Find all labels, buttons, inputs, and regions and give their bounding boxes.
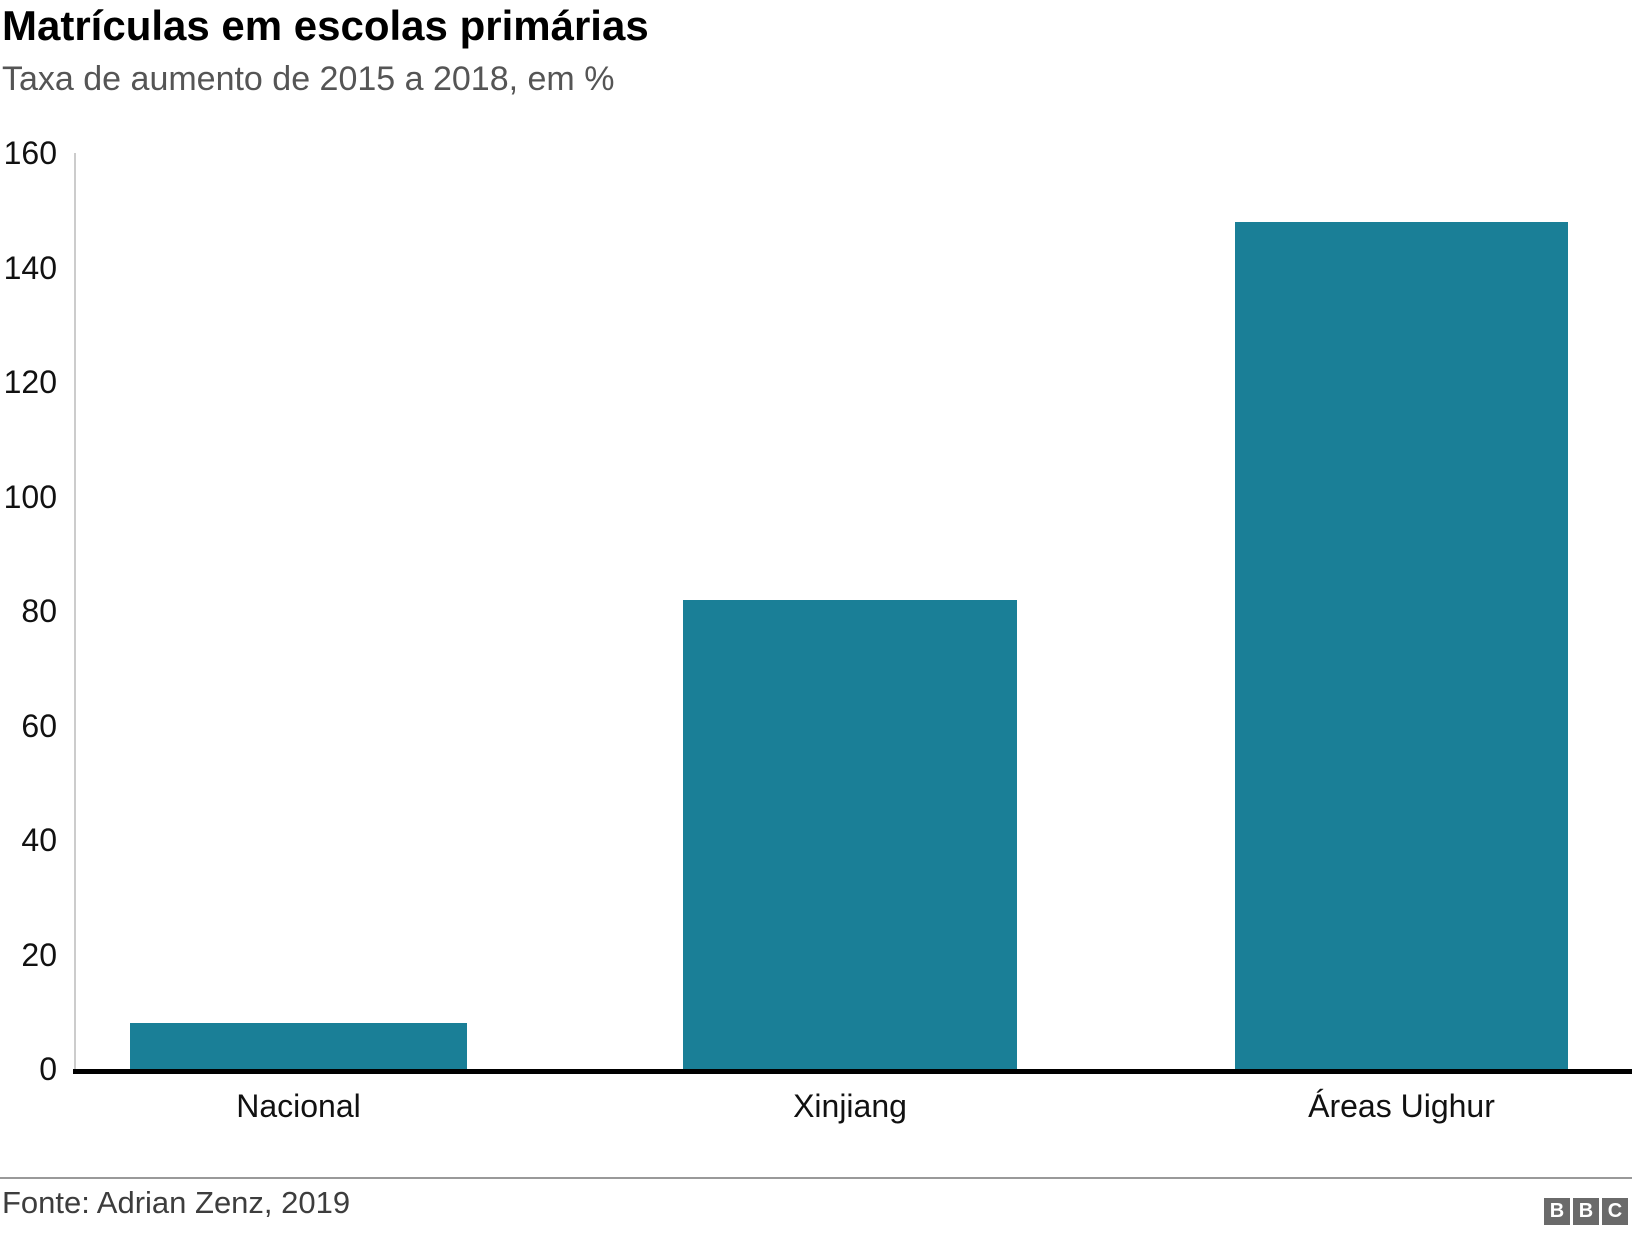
x-tick-label-nacional: Nacional bbox=[236, 1088, 361, 1124]
bbc-logo-block: C bbox=[1602, 1198, 1628, 1225]
x-axis-line bbox=[73, 1069, 1632, 1074]
y-tick-label-80: 80 bbox=[21, 593, 57, 629]
y-tick-label-60: 60 bbox=[21, 707, 57, 744]
y-tick-label-120: 120 bbox=[3, 364, 57, 400]
y-tick-label-40: 40 bbox=[21, 822, 57, 858]
plot-area bbox=[75, 153, 1632, 1069]
chart-subtitle: Taxa de aumento de 2015 a 2018, em % bbox=[2, 60, 615, 98]
y-tick-label-160: 160 bbox=[3, 135, 57, 171]
bar-áreas-uighur bbox=[1235, 222, 1568, 1069]
y-tick-label-20: 20 bbox=[21, 936, 57, 973]
x-tick-label-áreas-uighur: Áreas Uighur bbox=[1308, 1088, 1495, 1124]
y-axis-line bbox=[74, 153, 76, 1071]
bar-xinjiang bbox=[683, 600, 1017, 1069]
source-caption: Fonte: Adrian Zenz, 2019 bbox=[2, 1185, 351, 1220]
bar-nacional bbox=[130, 1023, 467, 1069]
chart-title: Matrículas em escolas primárias bbox=[2, 2, 649, 49]
footer-divider bbox=[0, 1177, 1632, 1179]
bbc-logo-block: B bbox=[1573, 1198, 1599, 1225]
y-tick-label-100: 100 bbox=[3, 478, 57, 515]
bbc-logo-block: B bbox=[1544, 1198, 1570, 1225]
y-tick-label-0: 0 bbox=[39, 1051, 57, 1087]
y-tick-label-140: 140 bbox=[3, 249, 57, 286]
x-tick-label-xinjiang: Xinjiang bbox=[793, 1088, 907, 1124]
